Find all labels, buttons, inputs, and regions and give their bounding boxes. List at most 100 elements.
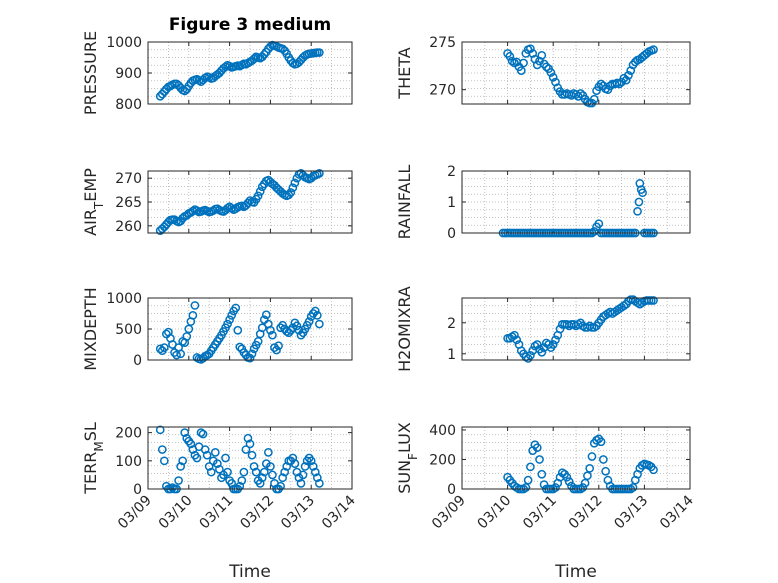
data-point (310, 306, 320, 316)
data-point (564, 477, 574, 486)
data-point (221, 453, 230, 463)
data-point (296, 479, 306, 488)
data-point (292, 321, 302, 331)
data-point (551, 483, 560, 492)
data-point (196, 428, 206, 437)
data-point (225, 315, 234, 325)
data-point (539, 480, 549, 489)
data-point (268, 330, 277, 340)
data-point (288, 183, 298, 193)
data-series (155, 301, 324, 364)
data-point (578, 483, 588, 492)
axes-frame (461, 41, 691, 105)
data-point (562, 472, 572, 482)
data-point (510, 330, 519, 340)
data-point (180, 428, 190, 437)
data-point (614, 79, 624, 89)
axes-frame (147, 426, 353, 490)
data-point (649, 465, 658, 475)
data-point (634, 197, 644, 207)
data-point (274, 341, 283, 351)
data-point (157, 445, 167, 454)
data-point (585, 463, 595, 473)
data-point (276, 481, 285, 491)
axes-frame (147, 41, 353, 105)
data-point (227, 311, 236, 320)
data-point (526, 44, 535, 54)
axes-frame (147, 297, 353, 361)
data-point (266, 325, 275, 335)
data-point (526, 351, 535, 360)
data-point (245, 439, 255, 449)
subplot-rainfall: 0 1 2 RAINFALL (395, 164, 691, 242)
data-point (542, 62, 551, 72)
subplot-pressure: 800 900 1000 PRESSURE (81, 31, 353, 115)
data-point (235, 481, 245, 491)
data-point (532, 340, 542, 349)
data-point (594, 219, 604, 229)
y-tick-label: 0 (133, 353, 142, 369)
data-point (239, 467, 249, 477)
data-point (551, 335, 560, 345)
data-point (298, 470, 308, 480)
data-point (537, 51, 547, 60)
y-axis-label: SUNFLUX (395, 422, 420, 494)
data-point (188, 311, 198, 320)
data-point (537, 347, 547, 357)
y-tick-label: 0 (447, 226, 456, 242)
data-point (310, 467, 320, 477)
data-point (243, 433, 253, 443)
data-point (192, 453, 202, 463)
data-point (624, 71, 633, 80)
axes-frame (461, 426, 691, 490)
data-point (233, 325, 243, 335)
data-point (308, 462, 318, 471)
y-tick-label: 1 (447, 347, 456, 363)
data-point (288, 453, 298, 463)
data-point (635, 179, 645, 188)
data-point (168, 483, 177, 492)
grid-lines (462, 171, 690, 233)
data-point (521, 483, 531, 492)
data-point (155, 425, 165, 435)
data-point (290, 178, 300, 188)
data-point (261, 310, 271, 320)
y-tick-label: 2 (447, 164, 456, 180)
data-point (259, 50, 269, 59)
data-point (315, 479, 324, 488)
data-point (312, 311, 322, 320)
y-tick-label: 1000 (106, 291, 142, 307)
y-tick-label: 260 (115, 219, 142, 235)
data-point (308, 309, 318, 318)
data-point (208, 206, 218, 215)
data-point (237, 476, 247, 485)
data-point (535, 455, 544, 464)
data-point (284, 190, 294, 200)
data-point (231, 303, 241, 313)
data-point (546, 68, 556, 77)
y-tick-label: 1000 (106, 35, 142, 51)
y-tick-label: 2 (447, 316, 456, 332)
data-point (270, 343, 279, 352)
y-axis-label: MIXDEPTH (81, 287, 100, 370)
y-tick-label: 800 (115, 97, 142, 113)
data-point (241, 445, 251, 454)
data-point (505, 51, 515, 61)
y-tick-label: 900 (115, 66, 142, 82)
data-point (633, 206, 642, 216)
data-point (266, 42, 275, 52)
data-point (268, 470, 277, 480)
data-series (155, 40, 324, 101)
data-point (227, 479, 236, 488)
data-point (537, 469, 547, 479)
data-series (503, 44, 658, 108)
data-point (580, 478, 590, 488)
y-tick-label: 270 (429, 83, 456, 99)
data-point (257, 473, 267, 483)
data-point (210, 448, 220, 457)
data-point (259, 467, 269, 477)
y-tick-label: 400 (429, 423, 456, 439)
data-point (512, 335, 522, 345)
